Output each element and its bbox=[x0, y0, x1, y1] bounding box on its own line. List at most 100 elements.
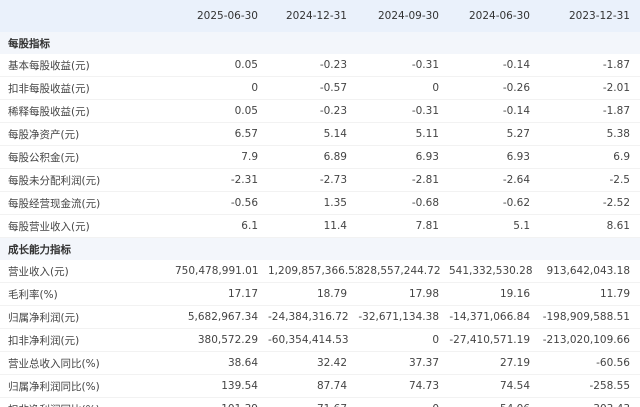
cell-value: -2.31 bbox=[175, 168, 268, 192]
cell-value: -2.01 bbox=[540, 76, 640, 100]
cell-value: 0 bbox=[357, 76, 449, 100]
row-label: 每股公积金(元) bbox=[0, 145, 175, 169]
cell-value: 5,682,967.34 bbox=[175, 305, 268, 329]
data-row: 基本每股收益(元) 0.05 -0.23 -0.31 -0.14 -1.87 bbox=[0, 54, 640, 77]
row-label: 每股未分配利润(元) bbox=[0, 168, 175, 192]
cell-value: -2.64 bbox=[449, 168, 540, 192]
cell-value: 1.35 bbox=[268, 191, 357, 215]
cell-value: 5.14 bbox=[268, 122, 357, 146]
data-row: 稀释每股收益(元) 0.05 -0.23 -0.31 -0.14 -1.87 bbox=[0, 99, 640, 123]
data-row: 每股公积金(元) 7.9 6.89 6.93 6.93 6.9 bbox=[0, 145, 640, 169]
row-label: 扣非净利润同比(%) bbox=[0, 397, 175, 407]
cell-value: 74.54 bbox=[449, 374, 540, 398]
cell-value: 0 bbox=[357, 397, 449, 407]
data-row: 营业收入(元) 750,478,991.01 1,209,857,366.52 828… bbox=[0, 260, 640, 283]
cell-value: 0 bbox=[175, 76, 268, 100]
cell-value: 5.11 bbox=[357, 122, 449, 146]
section-row: 成长能力指标 bbox=[0, 237, 640, 260]
cell-value: 0.05 bbox=[175, 54, 268, 77]
cell-value: 38.64 bbox=[175, 351, 268, 375]
cell-value: 6.89 bbox=[268, 145, 357, 169]
cell-value: 17.98 bbox=[357, 282, 449, 306]
cell-value: 0.05 bbox=[175, 99, 268, 123]
column-header: 2025-06-30 bbox=[175, 0, 268, 32]
cell-value: 0 bbox=[357, 328, 449, 352]
data-row: 归属净利润(元) 5,682,967.34 -24,384,316.72 -32,67… bbox=[0, 305, 640, 329]
cell-value: -60.56 bbox=[540, 351, 640, 375]
header-row: 2025-06-30 2024-12-31 2024-09-30 2024-06-30… bbox=[0, 0, 640, 32]
data-row: 每股经营现金流(元) -0.56 1.35 -0.68 -0.62 -2.52 bbox=[0, 191, 640, 215]
cell-value: 19.16 bbox=[449, 282, 540, 306]
data-row: 营业总收入同比(%) 38.64 32.42 37.37 27.19 -60.56 bbox=[0, 351, 640, 375]
cell-value: 17.17 bbox=[175, 282, 268, 306]
cell-value: 139.54 bbox=[175, 374, 268, 398]
data-row: 每股未分配利润(元) -2.31 -2.73 -2.81 -2.64 -2.5 bbox=[0, 168, 640, 192]
cell-value: 750,478,991.01 bbox=[175, 260, 268, 283]
section-row: 每股指标 bbox=[0, 32, 640, 54]
cell-value: 18.79 bbox=[268, 282, 357, 306]
row-label: 归属净利润(元) bbox=[0, 305, 175, 329]
data-row: 每股净资产(元) 6.57 5.14 5.11 5.27 5.38 bbox=[0, 122, 640, 146]
cell-value: 11.79 bbox=[540, 282, 640, 306]
cell-value: 32.42 bbox=[268, 351, 357, 375]
cell-value: 380,572.29 bbox=[175, 328, 268, 352]
row-label: 营业收入(元) bbox=[0, 260, 175, 283]
cell-value: -213,020,109.66 bbox=[540, 328, 640, 352]
section-title: 每股指标 bbox=[0, 32, 640, 54]
cell-value: 913,642,043.18 bbox=[540, 260, 640, 283]
row-label: 归属净利润同比(%) bbox=[0, 374, 175, 398]
cell-value: -198,909,588.51 bbox=[540, 305, 640, 329]
cell-value: -2.73 bbox=[268, 168, 357, 192]
cell-value: -1.87 bbox=[540, 54, 640, 77]
column-header: 2024-09-30 bbox=[357, 0, 449, 32]
data-row: 扣非每股收益(元) 0 -0.57 0 -0.26 -2.01 bbox=[0, 76, 640, 100]
data-row: 扣非净利润(元) 380,572.29 -60,354,414.53 0 -27,410… bbox=[0, 328, 640, 352]
cell-value: -2.81 bbox=[357, 168, 449, 192]
header-cell bbox=[0, 0, 175, 32]
cell-value: 8.61 bbox=[540, 214, 640, 238]
row-label: 扣非净利润(元) bbox=[0, 328, 175, 352]
cell-value: 5.1 bbox=[449, 214, 540, 238]
cell-value: -303.43 bbox=[540, 397, 640, 407]
cell-value: 541,332,530.28 bbox=[449, 260, 540, 283]
column-header: 2023-12-31 bbox=[540, 0, 640, 32]
cell-value: 7.9 bbox=[175, 145, 268, 169]
cell-value: 74.73 bbox=[357, 374, 449, 398]
cell-value: 54.06 bbox=[449, 397, 540, 407]
row-label: 每股经营现金流(元) bbox=[0, 191, 175, 215]
cell-value: 71.67 bbox=[268, 397, 357, 407]
cell-value: 6.9 bbox=[540, 145, 640, 169]
cell-value: 1,209,857,366.52 bbox=[268, 260, 357, 283]
cell-value: -0.14 bbox=[449, 99, 540, 123]
section-title: 成长能力指标 bbox=[0, 237, 640, 260]
cell-value: -0.57 bbox=[268, 76, 357, 100]
row-label: 稀释每股收益(元) bbox=[0, 99, 175, 123]
cell-value: -0.62 bbox=[449, 191, 540, 215]
cell-value: 6.1 bbox=[175, 214, 268, 238]
row-label: 每股营业收入(元) bbox=[0, 214, 175, 238]
cell-value: -1.87 bbox=[540, 99, 640, 123]
cell-value: -2.5 bbox=[540, 168, 640, 192]
data-row: 扣非净利润同比(%)101.3971.67054.06-303.43 bbox=[0, 397, 640, 407]
data-row: 毛利率(%) 17.17 18.79 17.98 19.16 11.79 bbox=[0, 282, 640, 306]
cell-value: 37.37 bbox=[357, 351, 449, 375]
cell-value: -0.31 bbox=[357, 99, 449, 123]
cell-value: -0.31 bbox=[357, 54, 449, 77]
cell-value: -2.52 bbox=[540, 191, 640, 215]
cell-value: 101.39 bbox=[175, 397, 268, 407]
cell-value: 11.4 bbox=[268, 214, 357, 238]
cell-value: 7.81 bbox=[357, 214, 449, 238]
cell-value: -0.23 bbox=[268, 54, 357, 77]
cell-value: 5.38 bbox=[540, 122, 640, 146]
cell-value: -0.56 bbox=[175, 191, 268, 215]
cell-value: 27.19 bbox=[449, 351, 540, 375]
column-header: 2024-12-31 bbox=[268, 0, 357, 32]
cell-value: -0.14 bbox=[449, 54, 540, 77]
cell-value: -258.55 bbox=[540, 374, 640, 398]
row-label: 基本每股收益(元) bbox=[0, 54, 175, 77]
cell-value: -60,354,414.53 bbox=[268, 328, 357, 352]
cell-value: 5.27 bbox=[449, 122, 540, 146]
